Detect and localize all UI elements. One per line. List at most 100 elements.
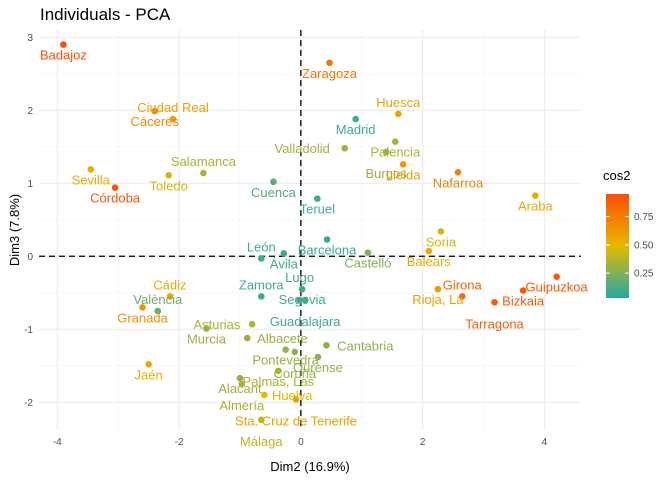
point-label: Pontevedra <box>252 353 319 368</box>
point-label: Nafarroa <box>433 175 484 190</box>
data-point <box>458 293 466 300</box>
y-axis-label: Dim3 (7.8%) <box>7 194 22 266</box>
data-point <box>296 296 303 304</box>
data-point <box>298 285 306 293</box>
data-point <box>532 192 539 199</box>
data-point <box>257 293 265 300</box>
data-point <box>248 320 256 328</box>
point-label: Valladolid <box>275 141 330 156</box>
data-point <box>243 334 251 342</box>
y-tick-label: 3 <box>27 33 33 44</box>
data-point <box>257 255 265 262</box>
point-label: Segovia <box>279 292 327 307</box>
y-tick-label: -2 <box>24 398 33 409</box>
grid-lines <box>39 30 581 430</box>
data-point <box>491 298 498 306</box>
point-label: Ourense <box>293 360 343 375</box>
point-label: Araba <box>518 199 553 214</box>
y-tick-label: 1 <box>27 179 33 190</box>
data-point <box>154 307 162 315</box>
x-tick-label: -2 <box>175 437 184 448</box>
point-label: Burgos <box>366 166 408 181</box>
data-point <box>169 115 177 123</box>
data-point <box>399 161 407 168</box>
plot-area <box>39 30 581 430</box>
point-label: Badajoz <box>40 48 87 63</box>
x-tick-label: -4 <box>53 437 62 448</box>
data-point <box>437 228 445 235</box>
point-label: Lugo <box>285 270 314 285</box>
point-label: Rioja, La <box>412 292 464 307</box>
point-label: Sevilla <box>72 172 111 187</box>
y-tick-label: 0 <box>27 252 33 263</box>
point-label: Barcelona <box>298 242 357 257</box>
point-label: Zamora <box>239 277 285 292</box>
reference-lines <box>39 30 581 430</box>
data-points <box>60 41 560 424</box>
data-point <box>275 367 282 375</box>
chart-title: Individuals - PCA <box>40 5 171 24</box>
data-point <box>151 107 159 115</box>
data-point <box>111 184 119 191</box>
legend-tick-label: 0.75 <box>634 212 654 223</box>
data-point <box>391 138 399 145</box>
data-point <box>352 115 359 123</box>
legend-tick-label: 0.50 <box>634 240 654 251</box>
point-label: Alacant <box>218 381 262 396</box>
data-point <box>280 250 288 257</box>
data-point <box>292 396 300 403</box>
data-point <box>553 273 560 281</box>
point-label: Madrid <box>336 122 376 137</box>
data-point <box>60 41 67 48</box>
data-point <box>314 353 322 361</box>
point-label: Cáceres <box>130 114 179 129</box>
data-point <box>145 361 152 368</box>
point-label: Albacete <box>257 331 308 346</box>
point-label: Murcia <box>187 332 227 347</box>
point-label: Cádiz <box>153 277 186 292</box>
x-tick-label: 2 <box>420 437 426 448</box>
data-point <box>519 287 527 294</box>
data-point <box>434 285 442 293</box>
data-point <box>200 169 207 177</box>
data-point <box>139 304 146 311</box>
legend: cos2 0.25 0.50 0.75 <box>603 168 654 298</box>
point-label: Asturias <box>193 317 240 332</box>
point-label: Córdoba <box>90 191 141 206</box>
data-point <box>454 169 462 176</box>
data-point <box>382 148 390 156</box>
legend-colorbar <box>606 194 629 298</box>
point-label: Huelva <box>272 388 313 403</box>
point-label: Granada <box>117 310 168 325</box>
point-label: Guadalajara <box>270 314 342 329</box>
point-label: Balears <box>407 254 452 269</box>
data-point <box>261 391 268 399</box>
data-point <box>166 293 174 300</box>
point-label: València <box>133 292 183 307</box>
data-point <box>165 171 173 179</box>
point-label: Salamanca <box>171 154 237 169</box>
point-label: Teruel <box>300 202 336 217</box>
x-axis-label: Dim2 (16.9%) <box>270 459 349 474</box>
data-point <box>341 144 349 152</box>
point-label: Guipuzkoa <box>526 280 589 295</box>
data-point <box>323 342 330 349</box>
data-point <box>314 195 321 202</box>
data-point <box>364 249 372 256</box>
data-point <box>270 178 277 186</box>
axis-tick-labels: -4 -2 0 2 4 -2 -1 0 1 2 3 <box>24 33 548 448</box>
data-point <box>236 374 244 382</box>
point-label: Cuenca <box>251 185 297 200</box>
point-label: Castelló <box>344 256 391 271</box>
point-label: Girona <box>443 277 483 292</box>
point-label: Toledo <box>150 178 188 193</box>
point-label: Almería <box>219 398 265 413</box>
point-label: Ávila <box>270 256 299 271</box>
data-point <box>257 416 265 424</box>
data-point <box>87 166 95 173</box>
point-label: Soria <box>426 234 457 249</box>
data-point <box>203 325 210 332</box>
point-label: Bizkaia <box>502 294 545 309</box>
